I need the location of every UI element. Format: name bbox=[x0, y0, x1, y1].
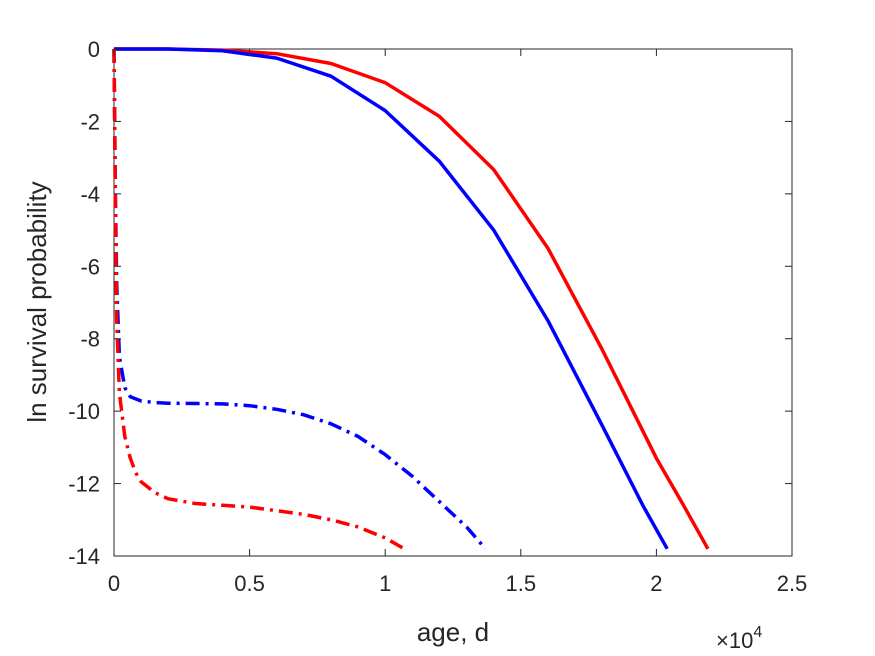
plot-area bbox=[113, 48, 793, 557]
x-axis-multiplier-base: ×10 bbox=[716, 628, 753, 653]
x-axis-multiplier-exponent: 4 bbox=[753, 624, 762, 641]
y-tick-label: -12 bbox=[68, 472, 100, 497]
series-line-4 bbox=[112, 48, 406, 551]
x-tick-label: 0 bbox=[108, 571, 120, 596]
x-tick-label: 0.5 bbox=[234, 571, 265, 596]
x-tick-label: 2 bbox=[650, 571, 662, 596]
y-tick-label: -8 bbox=[80, 327, 100, 352]
y-tick-label: -4 bbox=[80, 182, 100, 207]
y-tick-label: 0 bbox=[88, 37, 100, 62]
series-lines bbox=[112, 47, 710, 551]
y-axis-ticks: 0 -2 -4 -6 -8 -10 -12 -14 bbox=[68, 37, 792, 569]
x-tick-label: 1.5 bbox=[506, 571, 537, 596]
x-axis-multiplier: ×104 bbox=[716, 624, 762, 653]
y-tick-label: -10 bbox=[68, 399, 100, 424]
x-axis-label: age, d bbox=[417, 617, 489, 647]
x-tick-label: 2.5 bbox=[777, 571, 808, 596]
y-tick-label: -6 bbox=[80, 254, 100, 279]
x-tick-label: 1 bbox=[379, 571, 391, 596]
y-axis-label: ln survival probability bbox=[22, 181, 52, 422]
y-tick-label: -14 bbox=[68, 544, 100, 569]
x-axis-ticks: 0 0.5 1 1.5 2 2.5 bbox=[108, 49, 807, 596]
y-tick-label: -2 bbox=[80, 109, 100, 134]
series-line-2 bbox=[114, 47, 669, 550]
